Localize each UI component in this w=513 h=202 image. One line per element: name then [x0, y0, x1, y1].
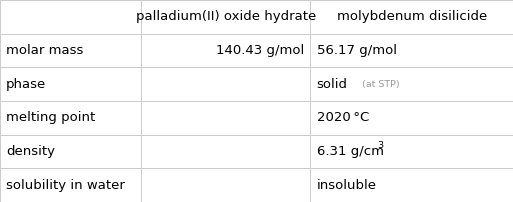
Bar — [310, 0, 513, 34]
Bar — [0, 0, 141, 34]
Bar — [0, 67, 141, 101]
Text: solid: solid — [317, 78, 347, 91]
Text: 3: 3 — [377, 141, 383, 150]
Text: molar mass: molar mass — [6, 44, 84, 57]
Text: palladium(II) oxide hydrate: palladium(II) oxide hydrate — [135, 10, 316, 23]
Bar — [141, 0, 310, 34]
Bar — [141, 67, 310, 101]
Bar — [310, 168, 513, 202]
Bar — [141, 34, 310, 67]
Text: phase: phase — [6, 78, 46, 91]
Text: solubility in water: solubility in water — [6, 179, 125, 192]
Bar — [310, 67, 513, 101]
Text: 140.43 g/mol: 140.43 g/mol — [216, 44, 304, 57]
Bar — [310, 34, 513, 67]
Bar — [0, 34, 141, 67]
Bar — [0, 135, 141, 168]
Bar — [310, 135, 513, 168]
Text: insoluble: insoluble — [317, 179, 377, 192]
Bar — [141, 101, 310, 135]
Bar — [310, 101, 513, 135]
Text: 6.31 g/cm: 6.31 g/cm — [317, 145, 384, 158]
Text: 56.17 g/mol: 56.17 g/mol — [317, 44, 397, 57]
Text: (at STP): (at STP) — [362, 80, 399, 89]
Bar — [141, 168, 310, 202]
Bar — [0, 168, 141, 202]
Text: density: density — [6, 145, 55, 158]
Text: molybdenum disilicide: molybdenum disilicide — [337, 10, 487, 23]
Text: 2020 °C: 2020 °C — [317, 111, 369, 124]
Bar — [141, 135, 310, 168]
Text: melting point: melting point — [6, 111, 95, 124]
Bar — [0, 101, 141, 135]
